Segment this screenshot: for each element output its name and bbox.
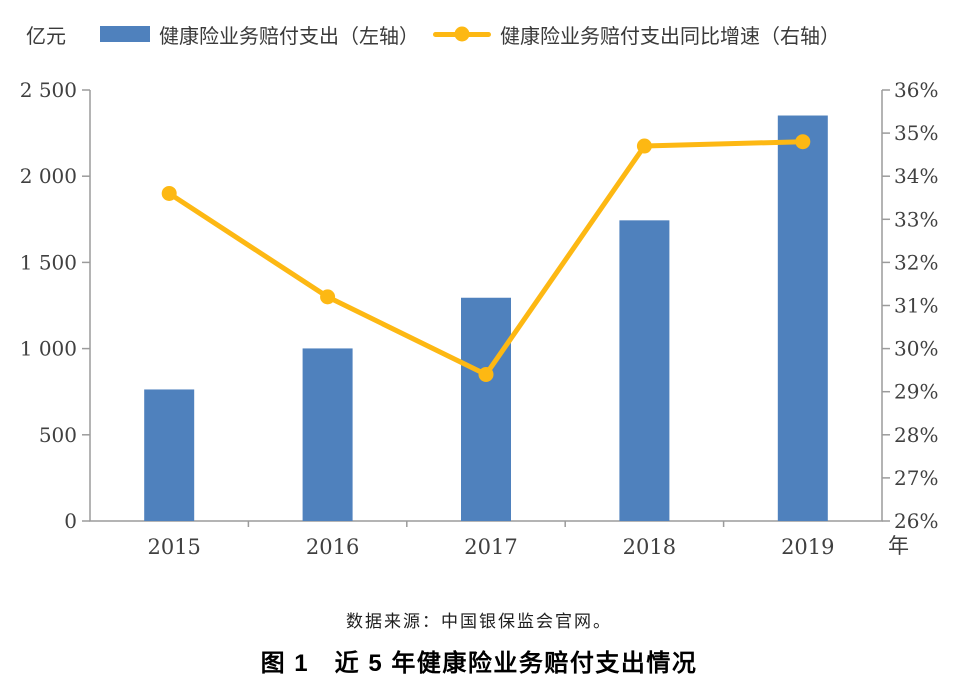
right-axis-tick-label: 32% [894, 250, 938, 274]
legend-item-bar-series: 健康险业务赔付支出（左轴） [100, 20, 419, 49]
line-marker-dot-icon [454, 26, 470, 42]
x-axis-category-label: 2017 [464, 535, 517, 559]
left-axis-tick-label: 500 [39, 423, 77, 447]
growth-point-2018 [636, 138, 652, 154]
combo-chart-plot: 0 500 1 000 1 500 2 000 2 500 26% 27% 28% 29% 30% 3… [20, 78, 939, 559]
left-axis-tick-label: 2 000 [20, 164, 77, 188]
left-axis-tick-label: 2 500 [20, 78, 77, 102]
growth-point-2015 [161, 185, 177, 201]
bar-2018 [619, 220, 670, 521]
right-axis-tick-label: 36% [894, 78, 938, 102]
right-axis-tick-label: 29% [894, 380, 938, 404]
bar-2015 [144, 389, 195, 521]
left-axis-unit-label: 亿元 [26, 25, 66, 48]
bar-2017 [461, 297, 511, 521]
right-axis-tick-label: 26% [894, 509, 938, 533]
left-axis-tick-label: 1 500 [20, 250, 77, 274]
x-axis-category-label: 2015 [147, 535, 200, 559]
x-axis-unit-label: 年 [888, 534, 909, 558]
right-axis-tick-label: 30% [894, 337, 938, 361]
right-axis-tick-label: 33% [894, 207, 938, 231]
growth-point-2016 [320, 289, 336, 305]
right-axis-tick-label: 27% [894, 466, 938, 490]
legend-item-line-series: 健康险业务赔付支出同比增速（右轴） [419, 20, 840, 49]
line-series-legend-label: 健康险业务赔付支出同比增速（右轴） [500, 25, 840, 48]
x-axis-category-label: 2019 [781, 535, 834, 559]
bar-series-swatch-icon [100, 26, 150, 42]
growth-point-2019 [795, 134, 811, 150]
right-axis-tick-label: 28% [894, 423, 938, 447]
left-axis-tick-label: 1 000 [20, 337, 77, 361]
figure-caption: 图 1 近 5 年健康险业务赔付支出情况 [260, 650, 698, 677]
x-axis-category-label: 2018 [623, 535, 676, 559]
bar-2019 [777, 115, 828, 521]
growth-point-2017 [478, 366, 494, 382]
bar-2016 [302, 348, 353, 521]
line-series-swatch-icon [433, 26, 491, 42]
data-source-note: 数据来源：中国银保监会官网。 [346, 612, 612, 632]
chart-legend: 亿元 健康险业务赔付支出（左轴） 健康险业务赔付支出同比增速（右轴） [26, 20, 840, 48]
bar-series-legend-label: 健康险业务赔付支出（左轴） [159, 25, 419, 48]
right-axis-tick-label: 31% [894, 294, 938, 318]
right-axis-tick-label: 34% [894, 164, 938, 188]
right-axis-tick-label: 35% [894, 121, 938, 145]
left-axis-tick-label: 0 [64, 509, 77, 533]
x-axis-category-label: 2016 [306, 535, 359, 559]
